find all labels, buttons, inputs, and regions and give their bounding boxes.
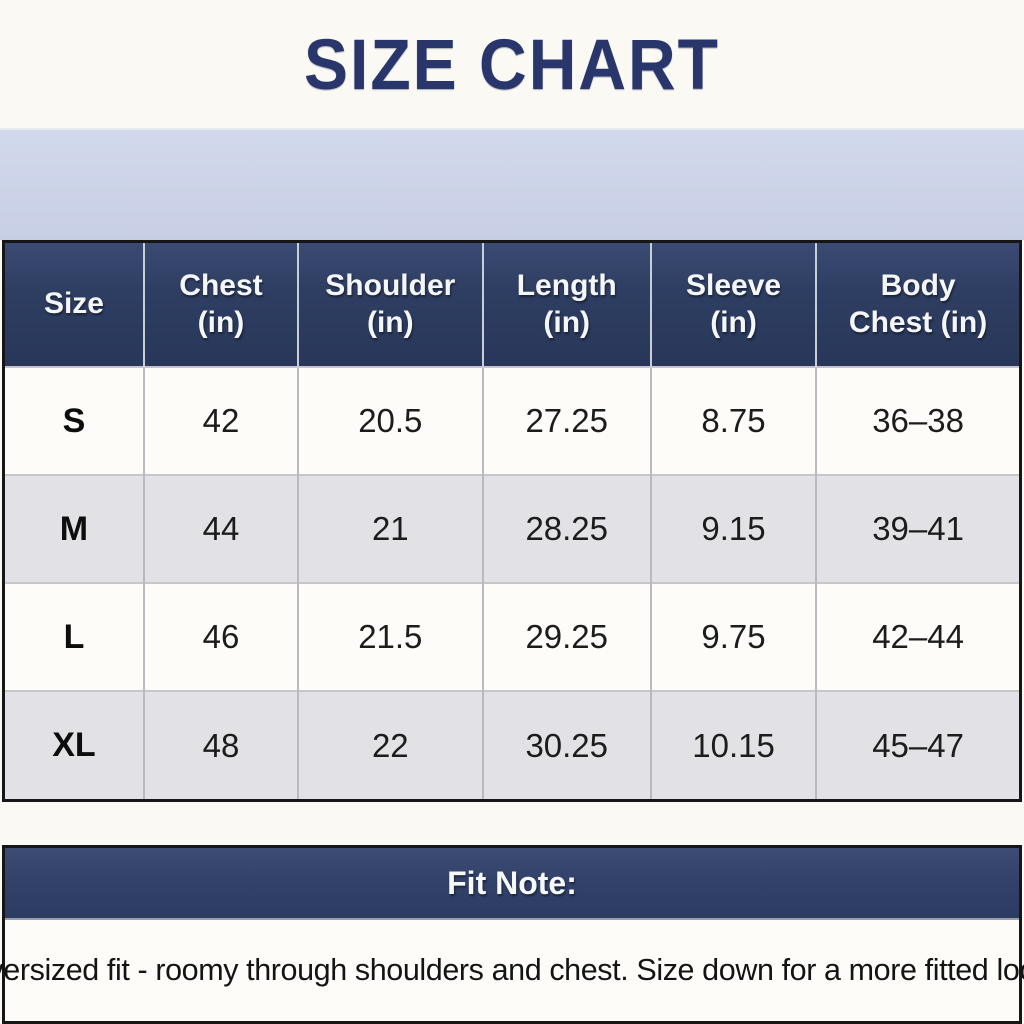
table-row-s: S 42 20.5 27.25 8.75 36–38 xyxy=(5,366,1019,475)
fit-note-section: Fit Note: Oversized fit - roomy through … xyxy=(0,845,1024,1024)
chest-value: 44 xyxy=(142,474,299,583)
length-value: 29.25 xyxy=(481,582,651,691)
decorative-band xyxy=(0,128,1024,240)
table-row-m: M 44 21 28.25 9.15 39–41 xyxy=(5,474,1019,583)
body-chest-value: 45–47 xyxy=(815,690,1019,799)
size-table: Size Chest (in) Shoulder (in) Length (in… xyxy=(5,243,1019,799)
length-value: 28.25 xyxy=(481,474,651,583)
body-chest-value: 36–38 xyxy=(815,366,1019,475)
column-header-length: Length (in) xyxy=(481,243,651,367)
size-table-container: Size Chest (in) Shoulder (in) Length (in… xyxy=(2,240,1022,802)
fit-note-header-bar: Fit Note: xyxy=(5,848,1019,920)
spacer xyxy=(0,802,1024,845)
column-header-chest: Chest (in) xyxy=(142,243,299,367)
sleeve-value: 9.15 xyxy=(649,474,817,583)
column-header-shoulder: Shoulder (in) xyxy=(297,243,483,367)
size-table-body: S 42 20.5 27.25 8.75 36–38 M 44 21 28.25… xyxy=(5,366,1019,799)
sleeve-value: 8.75 xyxy=(649,366,817,475)
table-row-xl: XL 48 22 30.25 10.15 45–47 xyxy=(5,690,1019,799)
size-label: XL xyxy=(5,690,144,799)
column-header-label: Size xyxy=(43,287,104,321)
fit-note-text: Oversized fit - roomy through shoulders … xyxy=(0,953,1024,987)
sleeve-value: 9.75 xyxy=(649,582,817,691)
chest-value: 46 xyxy=(142,582,299,691)
column-header-body-chest: Body Chest (in) xyxy=(815,243,1019,367)
page-title: SIZE CHART xyxy=(304,24,720,104)
fit-note-heading: Fit Note: xyxy=(447,864,577,901)
table-row-l: L 46 21.5 29.25 9.75 42–44 xyxy=(5,582,1019,691)
column-header-label: Sleeve xyxy=(685,268,782,302)
column-header-label: Chest xyxy=(179,268,263,302)
length-value: 27.25 xyxy=(481,366,651,475)
column-header-label: Body xyxy=(880,268,956,302)
size-table-header: Size Chest (in) Shoulder (in) Length (in… xyxy=(5,243,1019,367)
column-header-sleeve: Sleeve (in) xyxy=(649,243,817,367)
header-row: Size Chest (in) Shoulder (in) Length (in… xyxy=(5,243,1019,367)
column-header-size: Size xyxy=(5,243,144,367)
shoulder-value: 20.5 xyxy=(297,366,483,475)
column-header-label: Shoulder xyxy=(325,268,456,302)
column-header-label: Length xyxy=(516,268,617,302)
body-chest-value: 39–41 xyxy=(815,474,1019,583)
shoulder-value: 22 xyxy=(297,690,483,799)
sleeve-value: 10.15 xyxy=(649,690,817,799)
size-label: M xyxy=(5,474,144,583)
shoulder-value: 21.5 xyxy=(297,582,483,691)
chest-value: 42 xyxy=(142,366,299,475)
fit-note-body: Oversized fit - roomy through shoulders … xyxy=(0,920,1024,1021)
chest-value: 48 xyxy=(142,690,299,799)
length-value: 30.25 xyxy=(481,690,651,799)
size-label: L xyxy=(5,582,144,691)
shoulder-value: 21 xyxy=(297,474,483,583)
size-label: S xyxy=(5,366,144,475)
body-chest-value: 42–44 xyxy=(815,582,1019,691)
title-area: SIZE CHART xyxy=(0,0,1024,128)
